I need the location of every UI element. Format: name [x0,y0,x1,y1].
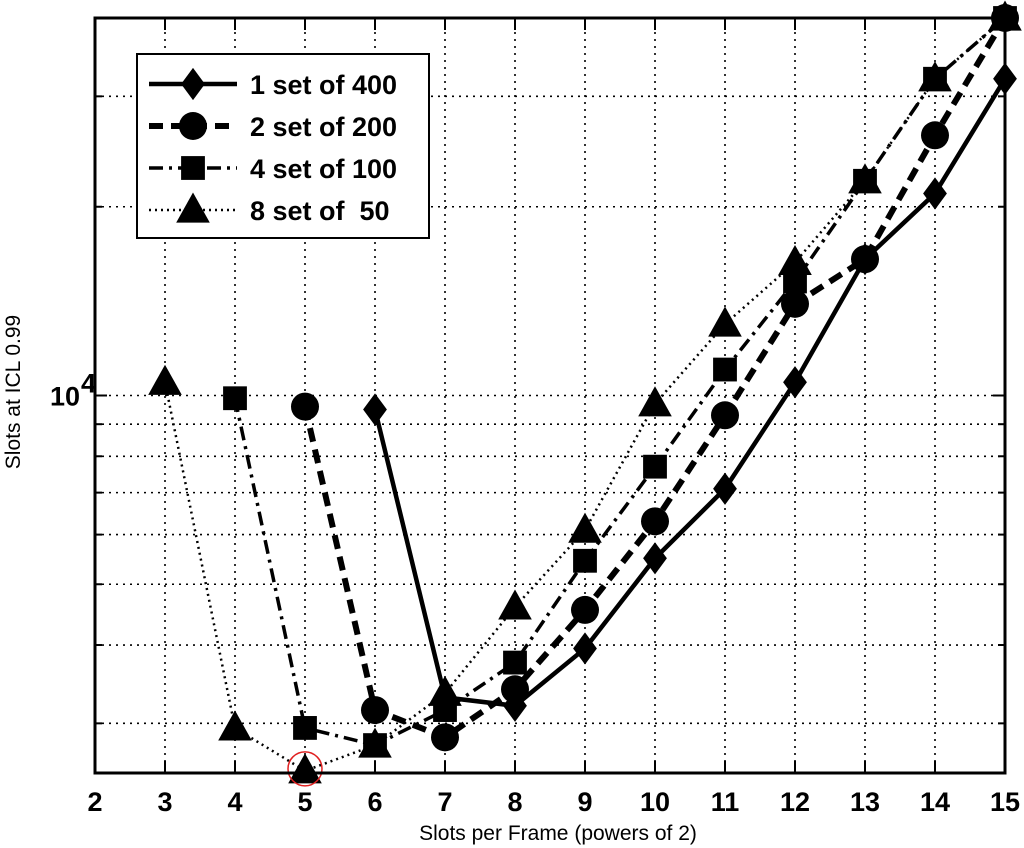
marker-circle [711,401,739,430]
marker-triangle [778,244,812,276]
marker-square [853,168,877,193]
marker-square [293,716,317,740]
series-diamond [363,62,1017,722]
marker-square [223,386,247,411]
series-line [372,77,1007,709]
marker-square [783,269,807,294]
marker-circle [291,392,319,421]
marker-square [181,156,205,180]
marker-circle [361,696,389,725]
marker-circle [431,723,459,752]
marker-triangle [708,306,742,337]
x-tick-label: 11 [711,787,740,817]
series-circle [291,4,1019,752]
marker-circle [921,121,949,150]
marker-diamond [433,681,457,714]
x-tick-label: 8 [507,787,522,817]
x-tick-label: 13 [850,787,880,817]
legend-label: 8 set of 50 [250,196,390,226]
marker-triangle [148,364,182,395]
x-axis-title: Slots per Frame (powers of 2) [419,822,697,845]
marker-square [503,650,527,675]
x-tick-label: 2 [87,787,102,817]
legend: 1 set of 400 2 set of 200 4 set of 100 8 se… [136,53,430,239]
series-group [148,0,1022,787]
y-tick-label-exponent: 4 [81,369,96,399]
marker-circle [501,675,529,704]
marker-circle [781,289,809,318]
legend-label: 1 set of 400 [250,70,397,100]
marker-square [923,66,947,91]
marker-diamond [783,366,807,399]
marker-circle [179,112,207,140]
marker-triangle [176,192,210,223]
marker-diamond [181,67,205,101]
x-tick-label: 7 [437,787,452,817]
x-tick-label: 6 [367,787,382,817]
x-tick-label: 9 [577,787,592,817]
x-tick-label: 3 [157,787,172,817]
x-tick-label: 12 [780,787,810,817]
marker-triangle [568,512,602,543]
marker-diamond [573,632,597,665]
marker-diamond [643,542,667,575]
y-axis-title: Slots at ICL 0.99 [2,315,25,469]
legend-label: 2 set of 200 [250,112,397,142]
marker-diamond [503,689,527,722]
marker-diamond [363,393,387,426]
marker-circle [571,595,599,624]
marker-triangle [218,710,252,741]
marker-diamond [713,472,737,505]
marker-square [573,548,597,573]
plot-frame [93,16,1007,775]
marker-diamond [853,243,877,276]
y-tick-label: 10 [50,382,80,412]
legend-label: 4 set of 100 [250,154,397,184]
marker-diamond [923,177,947,210]
x-tick-label: 14 [920,787,950,817]
marker-square [363,733,387,757]
marker-triangle [638,386,672,417]
marker-circle [641,507,669,536]
marker-triangle [498,589,532,620]
x-tick-label: 5 [297,787,312,817]
marker-square [643,454,667,479]
marker-square [713,357,737,382]
highlight-circle [287,751,323,787]
x-tick-label: 10 [640,787,670,817]
x-tick-label: 15 [990,787,1020,817]
x-tick-label: 4 [227,787,242,817]
